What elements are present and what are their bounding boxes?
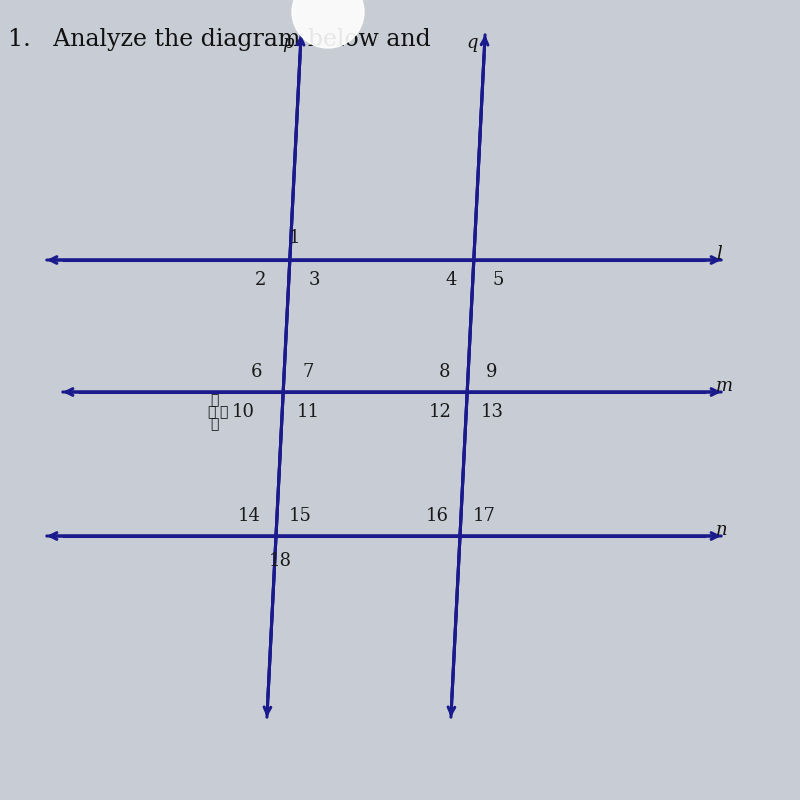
Text: 2: 2 bbox=[255, 271, 266, 289]
Text: 8: 8 bbox=[439, 363, 450, 381]
Text: 18: 18 bbox=[269, 552, 292, 570]
Text: 14: 14 bbox=[238, 507, 261, 525]
Text: 1.   Analyze the diagram below and: 1. Analyze the diagram below and bbox=[8, 28, 430, 51]
Text: ⮟: ⮟ bbox=[210, 418, 219, 431]
Text: 7: 7 bbox=[302, 363, 314, 381]
Text: ⮝: ⮝ bbox=[210, 393, 219, 407]
Text: q: q bbox=[466, 34, 478, 52]
Text: 13: 13 bbox=[480, 403, 503, 421]
Text: n: n bbox=[716, 522, 728, 539]
Text: 3: 3 bbox=[309, 271, 320, 289]
Text: m: m bbox=[716, 378, 733, 395]
Text: 12: 12 bbox=[429, 403, 452, 421]
Text: l: l bbox=[716, 246, 722, 263]
Text: 1: 1 bbox=[289, 229, 300, 246]
Circle shape bbox=[292, 0, 364, 48]
Text: 17: 17 bbox=[474, 507, 496, 525]
Text: 9: 9 bbox=[486, 363, 498, 381]
Text: 15: 15 bbox=[290, 507, 312, 525]
Text: 16: 16 bbox=[426, 507, 449, 525]
Text: ⮞: ⮞ bbox=[220, 405, 228, 419]
Text: 10: 10 bbox=[231, 403, 254, 421]
Text: 11: 11 bbox=[296, 403, 319, 421]
Text: 5: 5 bbox=[493, 271, 504, 289]
Text: 4: 4 bbox=[446, 271, 457, 289]
Text: 6: 6 bbox=[250, 363, 262, 381]
Text: ⮜: ⮜ bbox=[207, 405, 216, 419]
Text: p: p bbox=[282, 34, 294, 52]
